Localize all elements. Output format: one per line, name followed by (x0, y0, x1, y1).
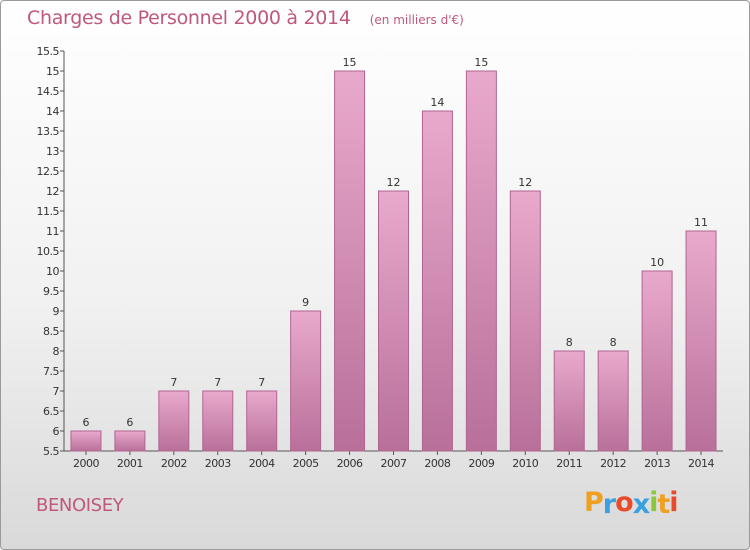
bar-value-label: 14 (430, 96, 444, 109)
bar-value-label: 7 (170, 376, 177, 389)
bar-2011 (553, 350, 585, 452)
bar-2007 (378, 190, 409, 452)
bar-value-label: 15 (474, 56, 488, 69)
y-tick-label: 10 (46, 265, 59, 278)
y-tick-label: 15.5 (37, 45, 60, 58)
bar-value-label: 12 (518, 176, 532, 189)
x-tick-label: 2008 (424, 457, 450, 470)
y-tick-label: 6 (53, 425, 60, 438)
bar-value-label: 15 (343, 56, 357, 69)
y-tick-label: 15 (46, 65, 59, 78)
bar-2009 (465, 70, 497, 452)
y-tick-label: 14 (46, 105, 59, 118)
y-tick-label: 9 (53, 305, 60, 318)
bar-2006 (334, 70, 366, 452)
logo-letter: o (615, 487, 634, 518)
bar-2012 (597, 350, 629, 452)
bar-value-label: 11 (694, 216, 708, 229)
bar-2000 (70, 430, 102, 452)
x-tick-label: 2004 (249, 457, 275, 470)
y-tick-label: 11 (46, 225, 59, 238)
x-tick-label: 2002 (161, 457, 187, 470)
bar-2008 (421, 110, 453, 452)
x-tick-label: 2005 (293, 457, 319, 470)
y-tick-label: 14.5 (37, 85, 60, 98)
logo-letter: x (632, 489, 650, 520)
x-tick-label: 2000 (73, 457, 99, 470)
bar-value-label: 10 (650, 256, 664, 269)
logo-letter: i (649, 487, 658, 518)
x-tick-label: 2009 (468, 457, 494, 470)
y-tick-label: 10.5 (37, 245, 60, 258)
bar-2010 (509, 190, 541, 452)
bar-value-label: 9 (302, 296, 309, 309)
bar-2003 (202, 390, 234, 452)
bar-2002 (158, 390, 190, 452)
y-tick-label: 9.5 (43, 285, 59, 298)
y-tick-label: 8.5 (43, 325, 59, 338)
x-tick-label: 2014 (688, 457, 714, 470)
y-tick-label: 7.5 (43, 365, 59, 378)
bar-value-label: 12 (387, 176, 401, 189)
bar-value-label: 7 (258, 376, 265, 389)
bar-2014 (685, 230, 717, 452)
bar-value-label: 6 (126, 416, 133, 429)
y-tick-label: 12 (46, 185, 59, 198)
y-tick-label: 6.5 (43, 405, 59, 418)
bar-2005 (290, 310, 322, 452)
y-tick-label: 7 (53, 385, 60, 398)
commune-name: BENOISEY (36, 495, 124, 516)
chart-subtitle: (en milliers d'€) (369, 13, 464, 27)
x-tick-label: 2012 (600, 457, 626, 470)
x-tick-label: 2013 (644, 457, 670, 470)
bar-2004 (246, 390, 278, 452)
logo-letter: i (669, 487, 678, 518)
bar-2001 (114, 430, 146, 452)
y-tick-label: 5.5 (43, 445, 59, 458)
x-tick-label: 2010 (512, 457, 538, 470)
logo-letter: r (602, 489, 616, 520)
x-tick-label: 2006 (337, 457, 363, 470)
bar-value-label: 8 (566, 336, 573, 349)
y-tick-label: 11.5 (37, 205, 60, 218)
title-row: Charges de Personnel 2000 à 2014 (en mil… (27, 7, 464, 29)
bar-value-label: 8 (610, 336, 617, 349)
x-tick-label: 2011 (556, 457, 582, 470)
bar-2013 (641, 270, 673, 452)
x-tick-label: 2007 (381, 457, 407, 470)
proxiti-logo: Proxiti (584, 487, 679, 520)
y-tick-label: 13 (46, 145, 59, 158)
logo-letter: P (584, 487, 604, 518)
bar-value-label: 6 (82, 416, 89, 429)
x-tick-label: 2001 (117, 457, 143, 470)
logo-letter: t (657, 489, 670, 520)
y-tick-label: 8 (53, 345, 60, 358)
y-tick-label: 13.5 (37, 125, 60, 138)
chart-title: Charges de Personnel 2000 à 2014 (27, 7, 351, 29)
x-tick-label: 2003 (205, 457, 231, 470)
y-tick-label: 12.5 (37, 165, 60, 178)
bar-value-label: 7 (214, 376, 221, 389)
